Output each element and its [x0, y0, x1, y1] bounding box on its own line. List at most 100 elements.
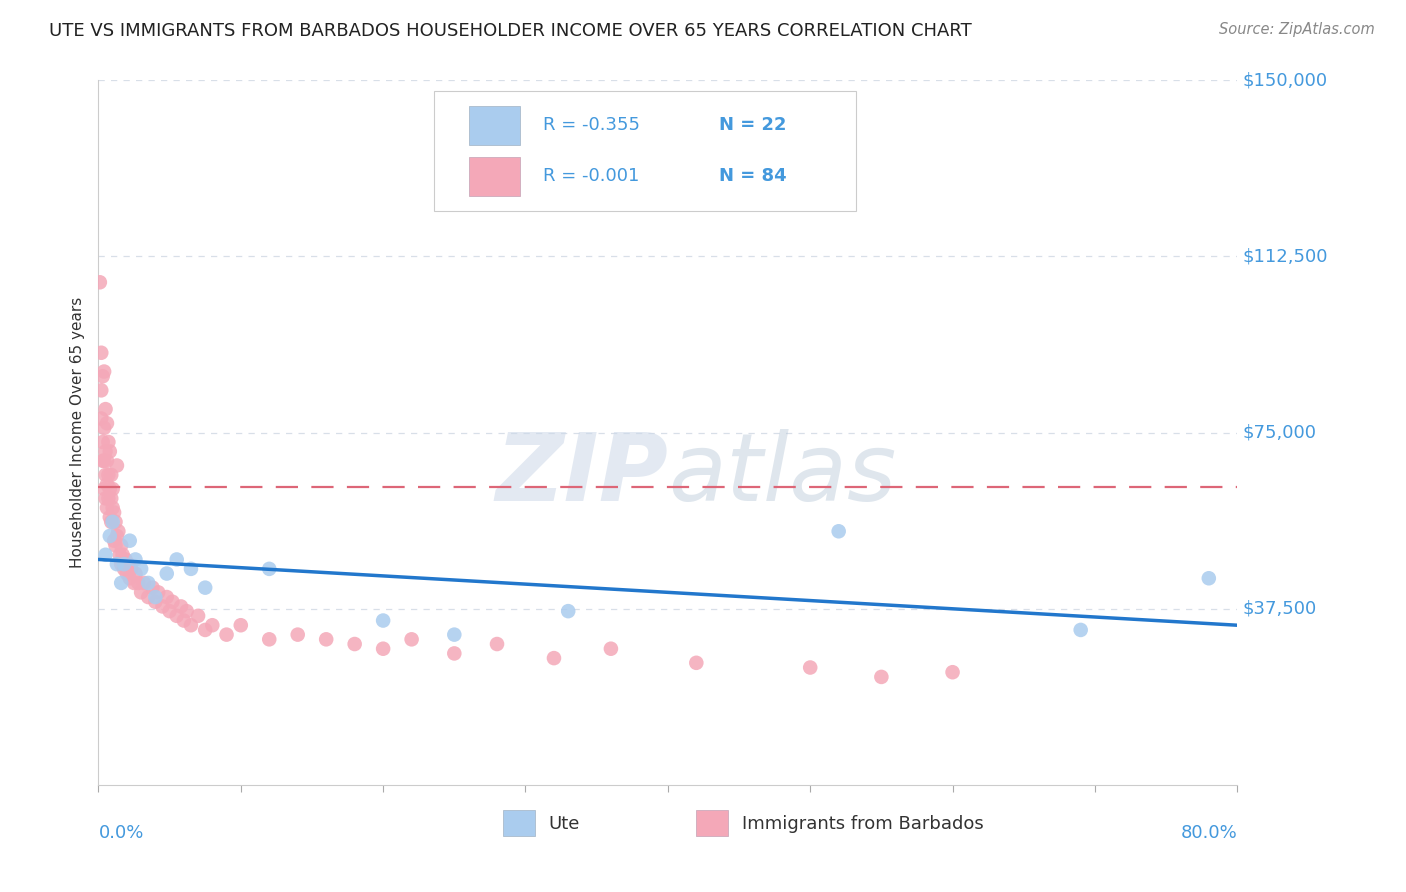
Text: $112,500: $112,500 [1243, 247, 1329, 266]
Text: $37,500: $37,500 [1243, 599, 1317, 618]
Point [90, 384, 112, 398]
Point [443, 627, 465, 641]
Text: ZIP: ZIP [495, 429, 668, 521]
Point [942, 665, 965, 680]
Text: R = -0.355: R = -0.355 [543, 116, 640, 134]
Point [141, 581, 163, 595]
Point [110, 557, 132, 571]
Text: N = 22: N = 22 [718, 116, 786, 134]
Point [315, 632, 337, 647]
Point [443, 647, 465, 661]
Point [100, 515, 122, 529]
Point [180, 562, 202, 576]
Point [90, 411, 112, 425]
Point [799, 660, 821, 674]
Point [156, 590, 179, 604]
FancyBboxPatch shape [434, 91, 856, 211]
Point [148, 585, 170, 599]
Point [104, 538, 127, 552]
Point [287, 627, 309, 641]
Text: N = 84: N = 84 [718, 167, 787, 185]
Point [94, 444, 117, 458]
Point [112, 562, 135, 576]
Point [486, 637, 509, 651]
Point [89, 275, 111, 289]
Point [103, 533, 125, 548]
Point [91, 435, 114, 450]
Point [124, 566, 146, 581]
Point [93, 365, 115, 379]
Point [91, 369, 114, 384]
Point [98, 482, 121, 496]
Point [201, 618, 224, 632]
Point [110, 576, 132, 591]
Text: 80.0%: 80.0% [1181, 824, 1237, 842]
Point [170, 599, 193, 614]
Text: R = -0.001: R = -0.001 [543, 167, 638, 185]
Bar [503, 810, 534, 837]
Text: Ute: Ute [548, 814, 579, 833]
Point [194, 623, 217, 637]
Point [259, 562, 281, 576]
Point [93, 421, 115, 435]
Text: 0.0%: 0.0% [98, 824, 143, 842]
Y-axis label: Householder Income Over 65 years: Householder Income Over 65 years [70, 297, 86, 568]
Point [373, 614, 395, 628]
Point [870, 670, 893, 684]
Point [97, 467, 120, 482]
Point [98, 510, 121, 524]
Point [173, 614, 195, 628]
Point [96, 454, 118, 468]
Point [132, 576, 155, 591]
Point [215, 627, 238, 641]
Point [129, 585, 152, 599]
Point [111, 548, 134, 562]
Point [162, 595, 184, 609]
Point [166, 552, 188, 566]
Text: UTE VS IMMIGRANTS FROM BARBADOS HOUSEHOLDER INCOME OVER 65 YEARS CORRELATION CHA: UTE VS IMMIGRANTS FROM BARBADOS HOUSEHOL… [49, 22, 972, 40]
Point [105, 458, 128, 473]
Point [117, 557, 139, 571]
Point [115, 566, 138, 581]
Point [122, 576, 145, 591]
Point [152, 599, 174, 614]
Point [97, 491, 120, 506]
Point [118, 533, 141, 548]
Point [159, 604, 181, 618]
Point [120, 562, 142, 576]
Point [685, 656, 707, 670]
Point [1198, 571, 1220, 585]
Text: $150,000: $150,000 [1243, 71, 1329, 89]
Text: Immigrants from Barbados: Immigrants from Barbados [742, 814, 984, 833]
Point [136, 576, 159, 591]
Point [1070, 623, 1092, 637]
Point [145, 590, 167, 604]
Bar [468, 157, 520, 196]
Point [107, 524, 129, 539]
Point [145, 595, 167, 609]
Point [176, 604, 198, 618]
Point [101, 500, 124, 515]
Point [94, 548, 117, 562]
Point [187, 608, 209, 623]
Point [373, 641, 395, 656]
Point [100, 467, 122, 482]
Point [103, 506, 125, 520]
Point [100, 491, 122, 506]
Point [98, 444, 121, 458]
Point [101, 482, 124, 496]
Point [166, 608, 188, 623]
Text: $75,000: $75,000 [1243, 424, 1317, 442]
Point [90, 345, 112, 359]
Point [343, 637, 366, 651]
Point [101, 515, 124, 529]
Point [180, 618, 202, 632]
Point [91, 454, 114, 468]
Point [401, 632, 423, 647]
Point [129, 562, 152, 576]
Point [828, 524, 851, 539]
Point [104, 515, 127, 529]
Point [543, 651, 565, 665]
Point [156, 566, 179, 581]
Point [97, 435, 120, 450]
